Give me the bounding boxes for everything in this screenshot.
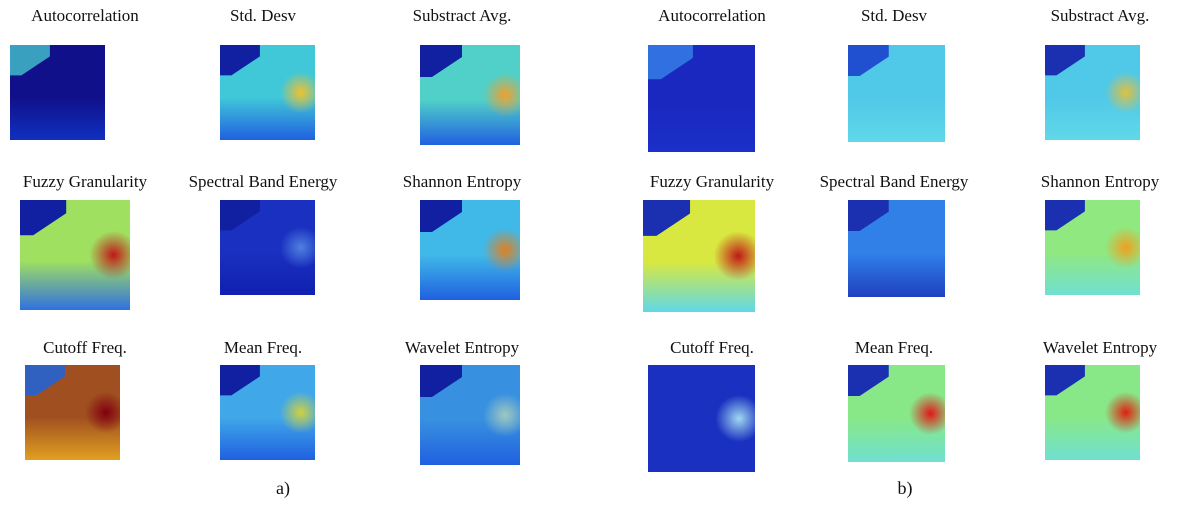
heatmap-image [220,45,315,140]
figure: Autocorrelation Std. Desv Substract Avg. Fu… [0,0,1190,507]
image-title: Spectral Band Energy [820,172,969,192]
image-title: Substract Avg. [1051,6,1150,26]
image-title: Autocorrelation [31,6,139,26]
heatmap-image [420,200,520,300]
image-title: Cutoff Freq. [670,338,754,358]
image-title: Shannon Entropy [1041,172,1160,192]
image-title: Autocorrelation [658,6,766,26]
heatmap-image [20,200,130,310]
heatmap-image [848,200,945,297]
image-title: Fuzzy Granularity [23,172,147,192]
heatmap-image [1045,200,1140,295]
heatmap-image [420,365,520,465]
panel-caption: a) [276,478,290,499]
image-title: Spectral Band Energy [189,172,338,192]
heatmap-image [220,200,315,295]
image-title: Std. Desv [230,6,296,26]
heatmap-image [10,45,105,140]
heatmap-image [1045,45,1140,140]
heatmap-image [25,365,120,460]
image-title: Substract Avg. [413,6,512,26]
image-title: Wavelet Entropy [405,338,519,358]
image-title: Shannon Entropy [403,172,522,192]
heatmap-image [1045,365,1140,460]
heatmap-image [220,365,315,460]
image-title: Cutoff Freq. [43,338,127,358]
image-title: Std. Desv [861,6,927,26]
heatmap-image [420,45,520,145]
heatmap-image [648,365,755,472]
image-title: Wavelet Entropy [1043,338,1157,358]
panel-caption: b) [898,478,913,499]
heatmap-image [848,365,945,462]
image-title: Fuzzy Granularity [650,172,774,192]
heatmap-image [648,45,755,152]
image-title: Mean Freq. [224,338,302,358]
image-title: Mean Freq. [855,338,933,358]
heatmap-image [848,45,945,142]
heatmap-image [643,200,755,312]
